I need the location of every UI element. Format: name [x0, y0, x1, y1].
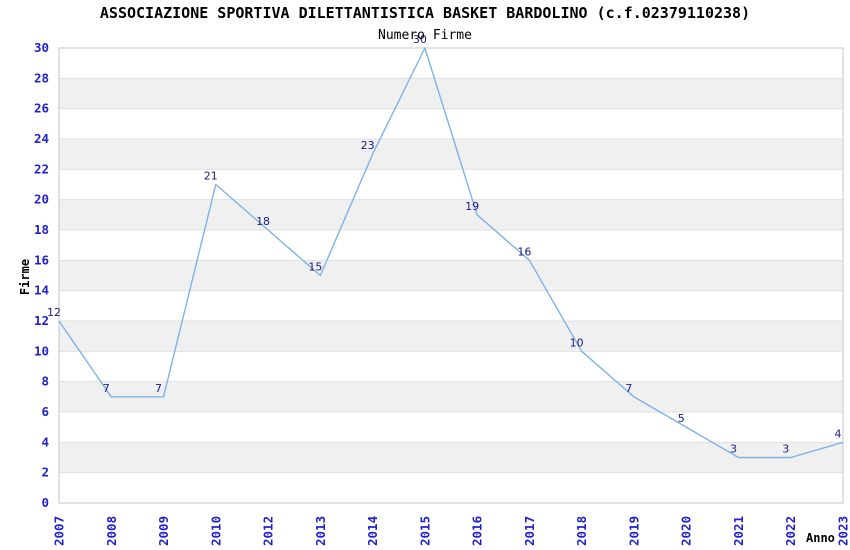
data-point-label: 23	[361, 139, 375, 152]
data-point-label: 10	[570, 336, 584, 349]
data-point-label: 15	[308, 261, 322, 274]
data-point-label: 3	[730, 443, 737, 456]
plot-border	[58, 47, 844, 504]
x-tick-label: 2007	[52, 516, 67, 546]
y-axis-title: Firme	[18, 258, 32, 296]
plot-band	[59, 442, 843, 473]
x-axis-title: Anno	[806, 531, 835, 545]
x-tick-label: 2019	[626, 516, 641, 546]
data-point-label: 4	[835, 427, 842, 440]
plot-band	[59, 412, 843, 443]
x-tick-label: 2017	[522, 516, 537, 546]
y-tick-label: 0	[41, 495, 49, 510]
y-tick-label: 12	[34, 313, 49, 328]
x-tick-label: 2014	[365, 516, 380, 546]
plot-band	[59, 260, 843, 291]
plot-band	[59, 199, 843, 230]
data-point-label: 19	[465, 200, 479, 213]
plot-band	[59, 48, 843, 79]
x-tick-label: 2021	[731, 516, 746, 546]
x-tick-label: 2008	[104, 516, 119, 546]
plot-band	[59, 351, 843, 382]
x-tick-label: 2022	[783, 516, 798, 546]
plot-band	[59, 139, 843, 170]
x-tick-label: 2012	[261, 516, 276, 546]
y-tick-label: 30	[34, 40, 49, 55]
y-tick-label: 28	[34, 70, 49, 85]
data-point-label: 30	[413, 33, 427, 46]
y-tick-label: 16	[34, 252, 49, 267]
plot-band	[59, 321, 843, 352]
plot-band	[59, 108, 843, 139]
data-point-label: 3	[782, 443, 789, 456]
x-tick-label: 2020	[679, 516, 694, 546]
x-tick-label: 2023	[836, 516, 850, 546]
y-tick-label: 2	[41, 465, 49, 480]
y-tick-label: 24	[34, 131, 49, 146]
x-tick-label: 2018	[574, 516, 589, 546]
y-tick-label: 22	[34, 161, 49, 176]
y-tick-label: 20	[34, 192, 49, 207]
data-point-label: 16	[517, 245, 531, 258]
data-point-label: 21	[204, 170, 218, 183]
y-tick-label: 18	[34, 222, 49, 237]
data-point-label: 7	[155, 382, 162, 395]
plot-band	[59, 169, 843, 200]
plot-band	[59, 230, 843, 261]
plot-band	[59, 381, 843, 412]
x-tick-label: 2010	[208, 516, 223, 546]
data-point-label: 5	[678, 412, 685, 425]
data-point-label: 12	[47, 306, 61, 319]
y-tick-label: 26	[34, 101, 49, 116]
plot-band	[59, 472, 843, 503]
x-tick-label: 2013	[313, 516, 328, 546]
data-line	[58, 47, 844, 459]
chart-subtitle: Numero Firme	[378, 28, 472, 43]
y-tick-label: 4	[41, 434, 49, 449]
x-tick-label: 2015	[417, 516, 432, 546]
chart-title: ASSOCIAZIONE SPORTIVA DILETTANTISTICA BA…	[99, 4, 751, 22]
data-point-label: 18	[256, 215, 270, 228]
y-tick-label: 6	[41, 404, 49, 419]
data-point-label: 7	[625, 382, 632, 395]
data-point-label: 7	[103, 382, 110, 395]
x-tick-label: 2016	[470, 516, 485, 546]
x-tick-label: 2009	[156, 516, 171, 546]
plot-band	[59, 290, 843, 321]
y-tick-label: 10	[34, 343, 49, 358]
y-tick-label: 8	[41, 374, 49, 389]
plot-band	[59, 78, 843, 109]
y-tick-label: 14	[34, 283, 49, 298]
